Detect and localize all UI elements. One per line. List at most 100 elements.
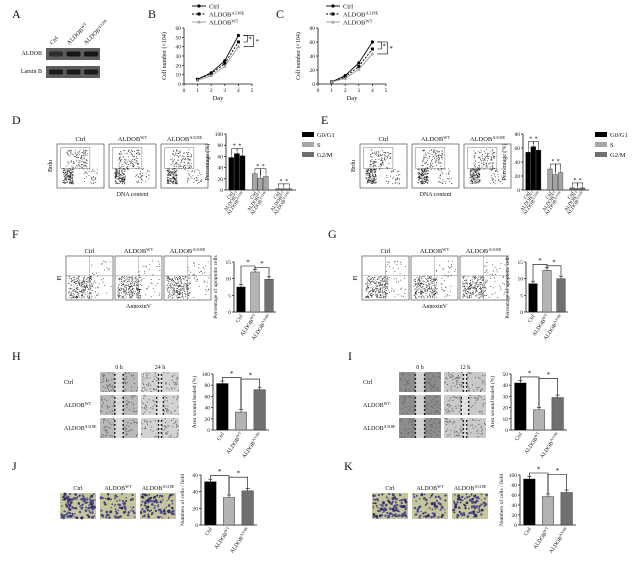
cell-speck: [133, 395, 135, 397]
flow-event: [424, 173, 426, 175]
flow-event: [128, 151, 129, 153]
flow-event: [421, 297, 423, 298]
flow-event: [118, 296, 119, 297]
flow-event: [76, 278, 77, 280]
flow-event: [416, 285, 418, 287]
flow-event: [368, 286, 369, 288]
sig-bracket: [546, 265, 562, 276]
flow-event: [451, 182, 453, 184]
cell-speck: [106, 378, 108, 380]
flow-event: [432, 166, 433, 168]
flow-event: [370, 290, 372, 291]
flow-event: [428, 284, 430, 286]
flow-event: [475, 174, 477, 176]
stained-cell: [75, 493, 77, 496]
cell-speck: [403, 373, 405, 375]
cell-speck: [110, 389, 112, 391]
flow-event: [68, 296, 70, 298]
cell-speck: [428, 378, 430, 380]
flow-event: [374, 169, 376, 170]
flow-event: [417, 182, 419, 184]
flow-event: [471, 177, 473, 179]
flow-event: [64, 169, 66, 171]
legend-label: Ctrl: [343, 4, 353, 11]
cell-speck: [454, 421, 456, 423]
flow-event: [492, 162, 494, 164]
cell-speck: [438, 431, 440, 433]
flow-event: [171, 181, 173, 183]
flow-event: [197, 169, 199, 171]
flow-event: [176, 177, 178, 179]
flow-plot-title: ALDOBA318E: [470, 135, 505, 144]
flow-event: [417, 285, 419, 287]
flow-event: [73, 293, 74, 295]
flow-event: [119, 172, 121, 174]
cell-speck: [102, 374, 104, 376]
stained-cell: [114, 503, 117, 506]
flow-event: [81, 167, 83, 169]
flow-event: [146, 288, 148, 290]
flow-event: [127, 277, 128, 279]
flow-event: [172, 180, 174, 182]
flow-event: [477, 161, 479, 163]
flow-event: [380, 290, 382, 292]
flow-event: [152, 274, 154, 276]
flow-event: [134, 285, 136, 287]
flow-event: [474, 278, 476, 280]
cell-speck: [172, 426, 174, 428]
flow-event: [370, 168, 371, 170]
flow-event: [131, 288, 133, 289]
flow-event: [167, 181, 169, 182]
flow-event: [470, 169, 472, 171]
wound-edge-mark: [155, 413, 158, 415]
flow-event: [123, 289, 125, 291]
flow-event: [65, 175, 66, 177]
flow-event: [375, 182, 377, 184]
flow-event: [90, 292, 92, 293]
flow-event: [91, 276, 93, 278]
flow-event: [484, 287, 486, 289]
cell-speck: [174, 384, 176, 386]
stained-cell: [114, 497, 117, 500]
flow-event: [155, 285, 157, 287]
flow-event: [486, 149, 487, 151]
flow-event: [448, 171, 450, 173]
flow-event: [472, 292, 474, 294]
flow-event: [390, 170, 392, 172]
flow-event: [176, 150, 178, 151]
flow-event: [366, 289, 368, 291]
flow-event: [496, 269, 498, 271]
flow-event: [387, 183, 389, 184]
stained-cell: [116, 515, 120, 519]
flow-event: [96, 294, 97, 296]
flow-event: [377, 285, 378, 287]
flow-event: [187, 159, 189, 161]
cell-speck: [446, 404, 448, 406]
flow-event: [375, 293, 377, 295]
flow-event: [176, 174, 178, 176]
flow-event: [492, 149, 493, 151]
flow-event: [70, 177, 72, 179]
flow-event: [170, 178, 172, 180]
bar: [542, 270, 552, 313]
flow-event: [73, 281, 75, 283]
cell-speck: [124, 390, 126, 392]
flow-event: [473, 157, 475, 159]
y-tick-label: 40: [205, 406, 211, 412]
micrograph-texture: [141, 372, 179, 392]
flow-event: [83, 154, 85, 155]
cell-speck: [135, 422, 137, 424]
flow-event: [174, 172, 176, 174]
cell-speck: [156, 386, 158, 388]
flow-event: [174, 280, 176, 282]
cell-speck: [439, 408, 441, 410]
flow-event: [472, 293, 474, 295]
flow-event: [117, 176, 119, 178]
flow-event: [413, 285, 415, 287]
flow-event: [71, 174, 73, 176]
flow-event: [473, 175, 475, 177]
flow-event: [78, 283, 80, 285]
flow-event: [146, 266, 147, 268]
series-line: [197, 41, 239, 80]
flow-event: [183, 152, 184, 154]
